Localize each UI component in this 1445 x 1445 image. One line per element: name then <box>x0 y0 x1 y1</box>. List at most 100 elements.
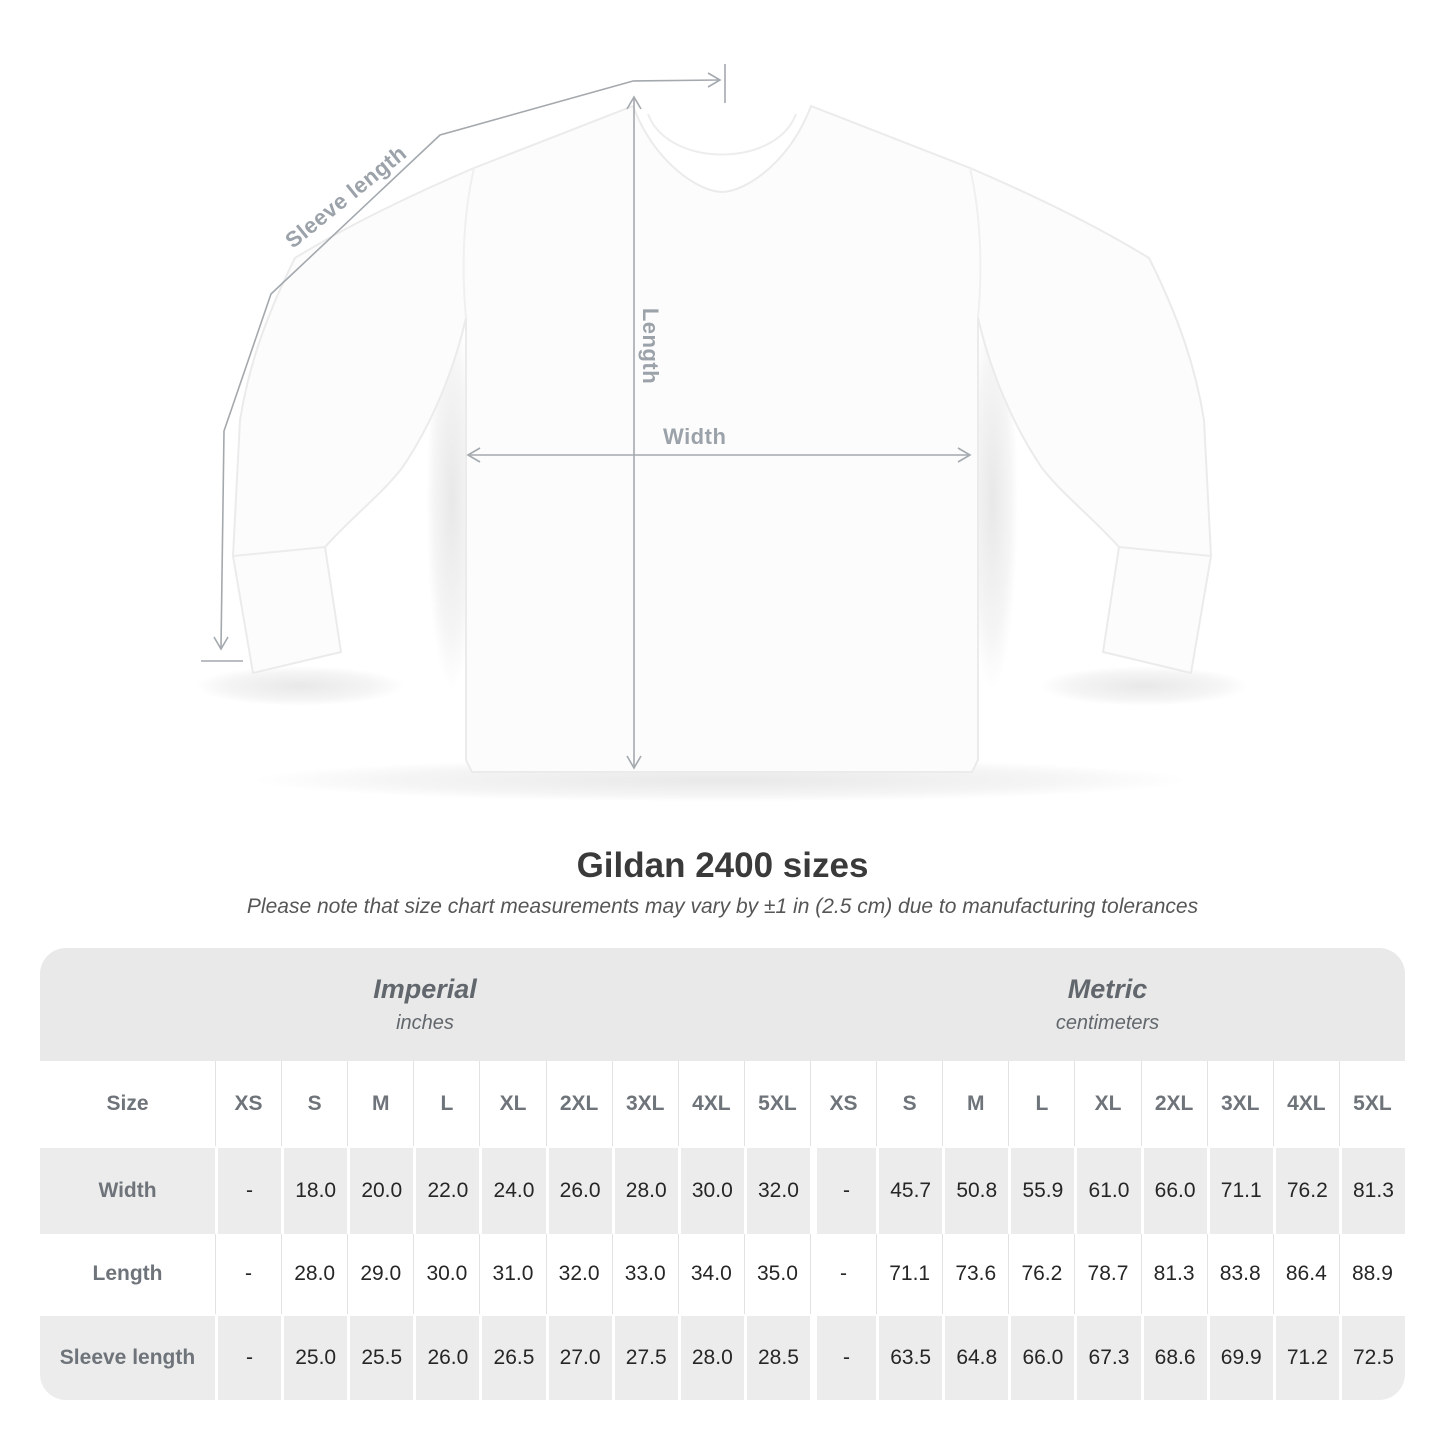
size-header-metric: S <box>876 1061 942 1146</box>
table-cell: 71.1 <box>1206 1148 1273 1234</box>
table-cell: 25.0 <box>281 1316 347 1400</box>
table-cell: 86.4 <box>1272 1234 1339 1314</box>
size-header-metric: XL <box>1074 1061 1140 1146</box>
table-cell: 26.5 <box>479 1316 545 1400</box>
length-label: Length <box>638 307 664 385</box>
table-cell: 78.7 <box>1074 1234 1140 1314</box>
table-cell: 29.0 <box>347 1234 413 1314</box>
size-header-metric: 5XL <box>1338 1061 1405 1146</box>
table-cell: 88.9 <box>1338 1234 1405 1314</box>
size-header-metric: 4XL <box>1272 1061 1339 1146</box>
table-cell: - <box>215 1234 281 1314</box>
page-subtitle: Please note that size chart measurements… <box>246 895 1199 918</box>
table-cell: 50.8 <box>942 1148 1008 1234</box>
table-cell: 33.0 <box>611 1234 678 1314</box>
size-header-metric: 2XL <box>1140 1061 1207 1146</box>
table-cell: 66.0 <box>1008 1316 1074 1400</box>
cuff-seam-right <box>1118 546 1212 557</box>
page-title: Gildan 2400 sizes <box>576 846 869 885</box>
table-cell: 72.5 <box>1338 1316 1405 1400</box>
row-label: Sleeve length <box>59 1346 196 1369</box>
size-column-header: Size <box>106 1091 149 1115</box>
table-cell: 64.8 <box>942 1316 1008 1400</box>
cuff-shadow-left <box>195 666 405 706</box>
table-cell: 26.0 <box>413 1316 479 1400</box>
metric-label: Metric <box>1067 974 1148 1004</box>
table-cell: 20.0 <box>347 1148 413 1234</box>
table-cell: 71.1 <box>876 1234 942 1314</box>
table-cell: 27.0 <box>545 1316 612 1400</box>
armhole-seam-right <box>969 167 982 319</box>
row-label: Width <box>98 1179 157 1202</box>
table-cell: - <box>810 1316 876 1400</box>
table-cell: 32.0 <box>545 1234 612 1314</box>
size-header-imperial: S <box>281 1061 347 1146</box>
sleeve-length-line <box>201 64 726 662</box>
size-header-imperial: XL <box>479 1061 545 1146</box>
unit-header-row: Imperial inches Metric centimeters <box>40 948 1405 1061</box>
cuff-shadow-right <box>1039 666 1249 706</box>
table-row-width: Width - 18.0 20.0 22.0 24.0 26.0 28.0 30… <box>40 1146 1405 1234</box>
table-cell: 34.0 <box>677 1234 744 1314</box>
table-row-length: Length - 28.0 29.0 30.0 31.0 32.0 33.0 3… <box>40 1234 1405 1314</box>
size-header-imperial: 2XL <box>545 1061 612 1146</box>
size-header-imperial: 3XL <box>611 1061 678 1146</box>
table-cell: 30.0 <box>677 1148 744 1234</box>
table-cell: 81.3 <box>1140 1234 1207 1314</box>
table-cell: 31.0 <box>479 1234 545 1314</box>
row-label: Length <box>92 1262 163 1285</box>
table-cell: 61.0 <box>1074 1148 1140 1234</box>
table-cell: 66.0 <box>1140 1148 1207 1234</box>
table-cell: 63.5 <box>876 1316 942 1400</box>
table-cell: 76.2 <box>1008 1234 1074 1314</box>
table-cell: 28.0 <box>281 1234 347 1314</box>
shirt-illustration <box>195 64 1249 802</box>
size-header-imperial: XS <box>215 1061 281 1146</box>
width-line <box>466 447 972 463</box>
imperial-label: Imperial <box>373 974 477 1004</box>
table-cell: 27.5 <box>611 1316 678 1400</box>
table-cell: 30.0 <box>413 1234 479 1314</box>
table-cell: 28.0 <box>677 1316 744 1400</box>
armhole-seam-left <box>462 167 475 319</box>
size-header-metric: M <box>942 1061 1008 1146</box>
table-cell: 35.0 <box>743 1234 810 1314</box>
length-line <box>626 95 642 770</box>
table-cell: 32.0 <box>743 1148 810 1234</box>
width-label: Width <box>663 424 727 449</box>
table-cell: 69.9 <box>1206 1316 1273 1400</box>
table-cell: - <box>215 1316 281 1400</box>
size-header-row: Size XS S M L XL 2XL 3XL 4XL 5XL XS S M … <box>40 1061 1405 1146</box>
table-cell: 76.2 <box>1272 1148 1339 1234</box>
table-cell: 73.6 <box>942 1234 1008 1314</box>
size-table: Imperial inches Metric centimeters Size … <box>40 948 1405 1400</box>
table-cell: 24.0 <box>479 1148 545 1234</box>
table-cell: 83.8 <box>1206 1234 1273 1314</box>
table-cell: 45.7 <box>876 1148 942 1234</box>
table-cell: 81.3 <box>1338 1148 1405 1234</box>
table-cell: 18.0 <box>281 1148 347 1234</box>
table-cell: 28.0 <box>611 1148 678 1234</box>
unit-header-imperial: Imperial inches <box>40 948 810 1061</box>
table-cell: - <box>810 1148 876 1234</box>
table-cell: - <box>810 1234 876 1314</box>
table-cell: 71.2 <box>1272 1316 1339 1400</box>
table-row-sleeve-length: Sleeve length - 25.0 25.5 26.0 26.5 27.0… <box>40 1314 1405 1400</box>
table-cell: 55.9 <box>1008 1148 1074 1234</box>
size-header-metric: 3XL <box>1206 1061 1273 1146</box>
size-header-imperial: L <box>413 1061 479 1146</box>
size-diagram: Sleeve length Length Width <box>195 64 1249 802</box>
metric-unit-label: centimeters <box>1055 1012 1160 1034</box>
size-header-imperial: 5XL <box>743 1061 810 1146</box>
collar-line <box>647 113 797 156</box>
imperial-unit-label: inches <box>396 1012 454 1034</box>
table-cell: 28.5 <box>743 1316 810 1400</box>
size-header-imperial: M <box>347 1061 413 1146</box>
table-cell: - <box>215 1148 281 1234</box>
cuff-seam-left <box>232 546 326 557</box>
table-cell: 67.3 <box>1074 1316 1140 1400</box>
table-cell: 25.5 <box>347 1316 413 1400</box>
size-header-imperial: 4XL <box>677 1061 744 1146</box>
size-header-metric: XS <box>810 1061 876 1146</box>
table-cell: 26.0 <box>545 1148 612 1234</box>
